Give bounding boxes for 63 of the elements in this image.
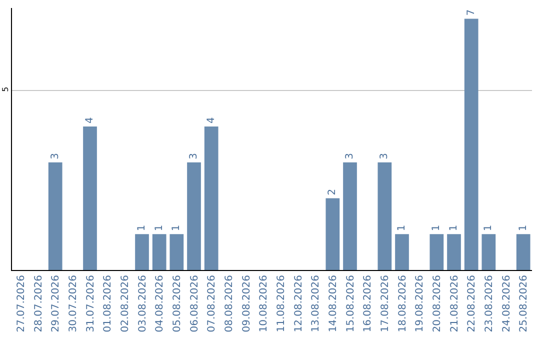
- bar: [482, 234, 496, 270]
- data-label: 1: [396, 224, 408, 232]
- data-label: 1: [448, 224, 460, 232]
- x-tick-label: 20.08.2026: [432, 275, 443, 332]
- data-label: 7: [466, 9, 477, 16]
- y-tick-label: 5: [0, 86, 10, 92]
- x-tick-label: 10.08.2026: [258, 275, 270, 332]
- data-label: 1: [136, 224, 148, 232]
- data-label: 1: [518, 224, 529, 232]
- x-tick-label: 28.07.2026: [33, 275, 44, 332]
- bar: [204, 126, 218, 270]
- data-label: 3: [379, 152, 390, 160]
- x-tick-label: 16.08.2026: [362, 275, 374, 332]
- data-label: 3: [344, 152, 356, 160]
- bar: [152, 234, 166, 270]
- x-tick-label: 03.08.2026: [137, 275, 148, 332]
- bar: [447, 234, 461, 270]
- x-tick-label: 27.07.2026: [16, 275, 27, 332]
- data-label: 1: [154, 224, 165, 232]
- data-label: 4: [84, 117, 96, 124]
- bar: [378, 162, 392, 270]
- bar: [83, 126, 97, 270]
- x-tick-label: 21.08.2026: [449, 275, 460, 332]
- x-tick-label: 01.08.2026: [102, 275, 114, 332]
- bar: [516, 234, 530, 270]
- x-tick-label: 04.08.2026: [154, 275, 166, 332]
- x-tick-label: 17.08.2026: [380, 275, 391, 332]
- x-tick-label: 15.08.2026: [345, 275, 356, 332]
- x-tick-label: 02.08.2026: [120, 275, 131, 332]
- x-tick-label: 11.08.2026: [276, 275, 287, 332]
- x-tick-label: 29.07.2026: [50, 275, 62, 332]
- x-tick-label: 18.08.2026: [397, 275, 408, 332]
- bar: [48, 162, 62, 270]
- bar: [326, 198, 340, 270]
- x-tick-label: 06.08.2026: [189, 275, 200, 332]
- x-tick-label: 05.08.2026: [172, 275, 183, 332]
- bar: [135, 234, 149, 270]
- x-tick-label: 09.08.2026: [241, 275, 252, 332]
- x-tick-label: 22.08.2026: [466, 275, 478, 332]
- bar: [464, 18, 478, 270]
- bar: [430, 234, 444, 270]
- bar: [170, 234, 184, 270]
- x-tick-label: 13.08.2026: [310, 275, 322, 332]
- x-tick-label: 12.08.2026: [293, 275, 304, 332]
- data-label: 4: [206, 117, 217, 124]
- data-label: 2: [327, 188, 338, 196]
- x-tick-label: 30.07.2026: [68, 275, 79, 332]
- data-label: 1: [431, 224, 442, 232]
- x-tick-label: 07.08.2026: [206, 275, 218, 332]
- x-tick-label: 08.08.2026: [224, 275, 235, 332]
- x-tick-label: 14.08.2026: [328, 275, 339, 332]
- x-tick-label: 23.08.2026: [484, 275, 495, 332]
- bar: [187, 162, 201, 270]
- bar: [343, 162, 357, 270]
- data-label: 1: [483, 224, 494, 232]
- data-label: 3: [188, 152, 200, 160]
- x-tick-label: 25.08.2026: [518, 275, 530, 332]
- data-label: 1: [171, 224, 182, 232]
- x-tick-label: 19.08.2026: [414, 275, 426, 332]
- bar: [395, 234, 409, 270]
- data-label: 3: [50, 152, 61, 160]
- x-tick-label: 31.07.2026: [85, 275, 96, 332]
- x-tick-label: 24.08.2026: [501, 275, 512, 332]
